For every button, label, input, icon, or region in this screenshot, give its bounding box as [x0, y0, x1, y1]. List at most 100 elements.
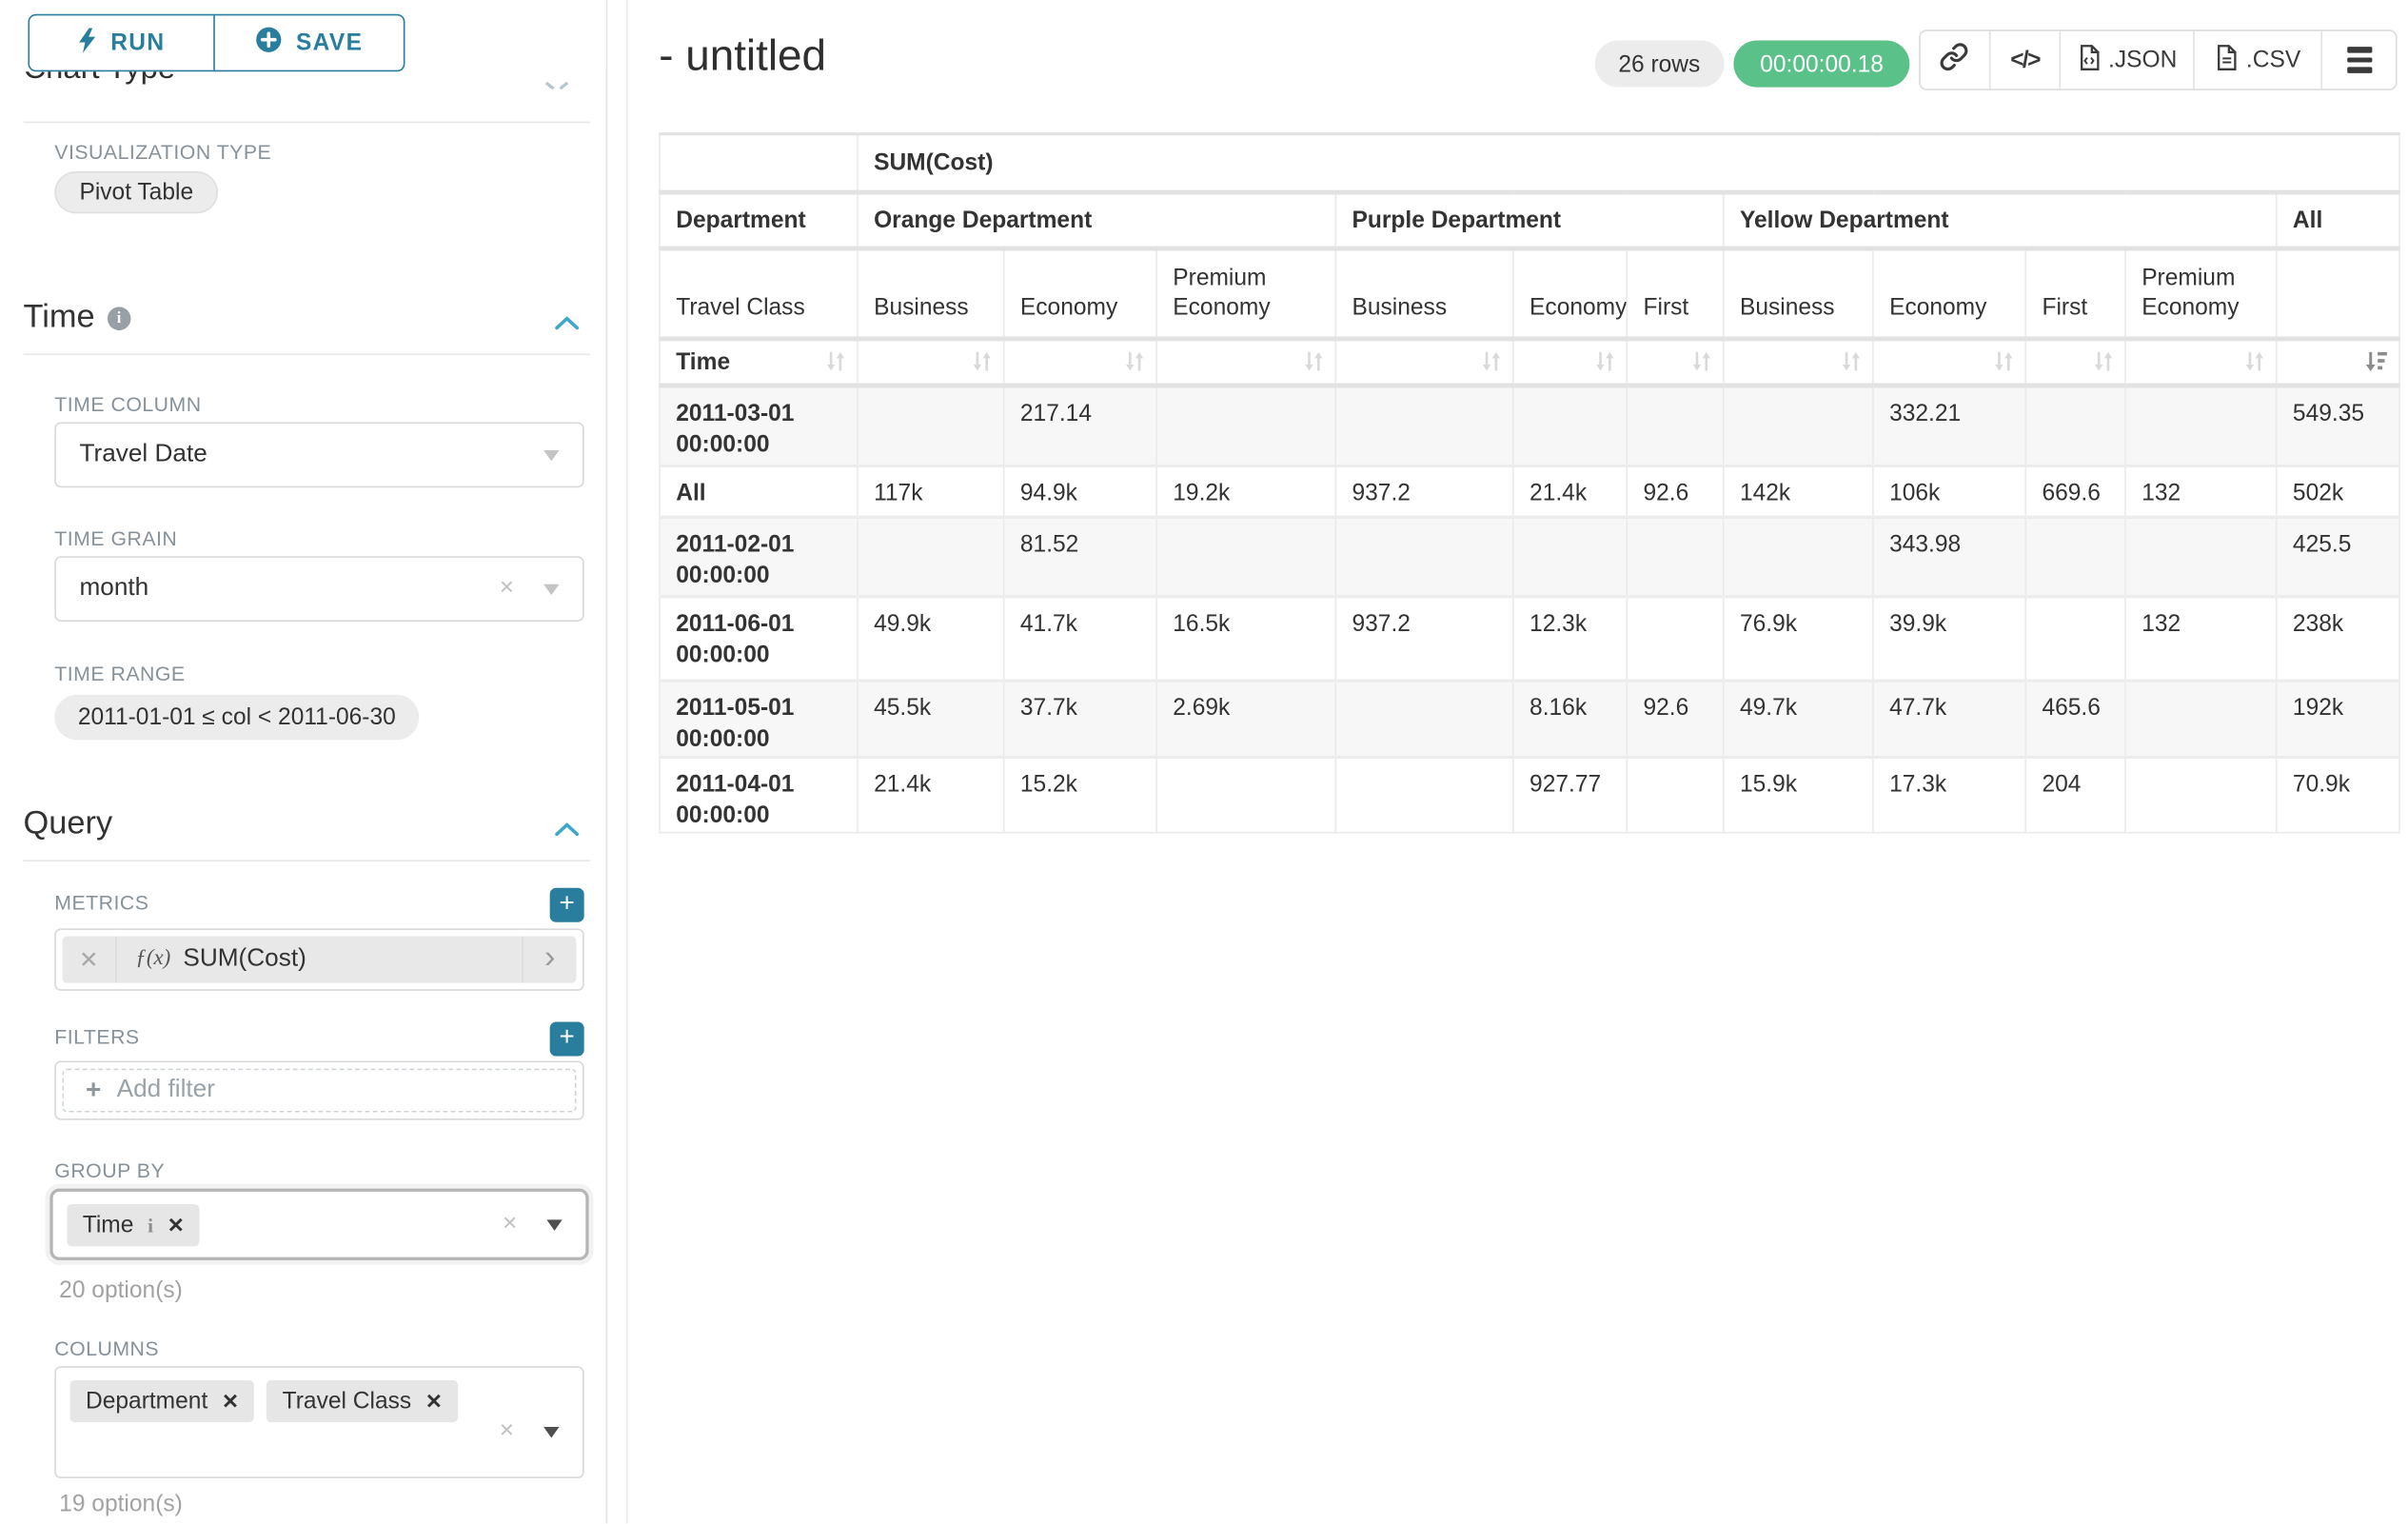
chart-title[interactable]: - untitled	[659, 30, 827, 80]
add-filter-button[interactable]: +	[549, 1021, 584, 1057]
sortable-column-header[interactable]	[2024, 337, 2126, 387]
bolt-icon	[78, 27, 97, 59]
save-button[interactable]: SAVE	[215, 15, 404, 69]
chevron-up-icon[interactable]	[555, 817, 580, 837]
row-count-badge: 26 rows	[1594, 40, 1724, 88]
selected-option-tag[interactable]: Travel Class ✕	[266, 1379, 459, 1423]
remove-metric-icon[interactable]: ✕	[78, 946, 99, 974]
time-grain-label: TIME GRAIN	[54, 526, 178, 550]
pivot-value-cell	[857, 515, 1005, 598]
pivot-value-cell	[1334, 755, 1514, 834]
run-button[interactable]: RUN	[30, 15, 215, 70]
sortable-column-header[interactable]	[1872, 337, 2027, 387]
time-range-label: TIME RANGE	[54, 662, 186, 686]
selected-option-tag[interactable]: Department ✕	[69, 1379, 255, 1423]
columns-select[interactable]: Department ✕ Travel Class ✕ ×	[54, 1366, 584, 1479]
sort-icon[interactable]	[825, 349, 845, 373]
view-query-button[interactable]: </>	[1988, 30, 2060, 89]
time-range-pill[interactable]: 2011-01-01 ≤ col < 2011-06-30	[54, 694, 420, 741]
sortable-column-header[interactable]	[2275, 337, 2400, 387]
pivot-value-cell: 76.9k	[1722, 595, 1874, 682]
export-toolbar: </> .JSON .CSV	[1919, 30, 2398, 90]
sortable-column-header[interactable]	[1722, 337, 1874, 387]
pivot-value-cell	[1334, 679, 1514, 759]
export-csv-button[interactable]: .CSV	[2192, 30, 2321, 89]
sortable-column-header[interactable]	[1002, 337, 1157, 387]
pivot-value-cell: 45.5k	[857, 679, 1005, 759]
sortable-column-header[interactable]	[857, 337, 1005, 387]
pivot-value-cell: 669.6	[2024, 464, 2126, 519]
sort-icon[interactable]	[1841, 349, 1861, 373]
travel-class-header: Business	[857, 247, 1005, 341]
pivot-value-cell	[1626, 383, 1725, 467]
department-dimension-label: Department	[659, 190, 859, 250]
sort-icon[interactable]	[1481, 349, 1501, 373]
sort-icon[interactable]	[1994, 349, 2014, 373]
time-column-label: TIME COLUMN	[54, 392, 202, 416]
sort-icon[interactable]	[2244, 349, 2264, 373]
pivot-value-cell: 81.52	[1002, 515, 1157, 598]
menu-button[interactable]	[2320, 30, 2396, 89]
csv-file-icon	[2215, 43, 2239, 77]
divider	[23, 121, 591, 124]
remove-tag-icon[interactable]: ✕	[221, 1388, 239, 1413]
clear-icon[interactable]: ×	[503, 1210, 518, 1237]
pivot-value-cell: 94.9k	[1002, 464, 1157, 519]
sortable-column-header[interactable]	[2124, 337, 2278, 387]
time-dimension-label[interactable]: Time	[659, 337, 859, 387]
group-by-label: GROUP BY	[54, 1158, 166, 1183]
pivot-value-cell	[1722, 383, 1874, 467]
pivot-value-cell: 117k	[857, 464, 1005, 519]
time-column-select[interactable]: Travel Date	[54, 422, 584, 488]
pivot-value-cell: 39.9k	[1872, 595, 2027, 682]
pivot-value-cell: 142k	[1722, 464, 1874, 519]
add-metric-button[interactable]: +	[549, 887, 584, 922]
time-grain-select[interactable]: month ×	[54, 556, 584, 622]
columns-label: COLUMNS	[54, 1336, 160, 1360]
remove-tag-icon[interactable]: ✕	[424, 1388, 443, 1413]
share-link-button[interactable]	[1921, 31, 1989, 89]
sortable-column-header[interactable]	[1155, 337, 1337, 387]
query-section-heading: Query	[24, 805, 113, 842]
pivot-value-cell: 937.2	[1334, 595, 1514, 682]
sort-icon[interactable]	[1595, 349, 1615, 373]
department-group-header: All	[2275, 190, 2400, 250]
add-filter-dropzone[interactable]: + Add filter	[62, 1068, 577, 1113]
pivot-value-cell: 12.3k	[1512, 595, 1628, 682]
csv-label: .CSV	[2245, 47, 2301, 73]
sort-icon[interactable]	[1691, 349, 1711, 373]
sort-icon[interactable]	[1304, 349, 1324, 373]
pivot-row-label: 2011-04-01 00:00:00	[659, 755, 859, 834]
sort-icon[interactable]	[2093, 349, 2113, 373]
pivot-table: SUM(Cost) Department Orange Department Purp…	[659, 132, 2400, 834]
group-by-select[interactable]: Time i ✕ ×	[49, 1188, 589, 1260]
pivot-value-cell: 204	[2024, 755, 2126, 834]
control-panel-sidebar: Chart Type RUN SAVE V	[0, 0, 608, 1524]
chevron-up-icon[interactable]	[555, 310, 580, 330]
chevron-down-icon	[543, 584, 560, 596]
pivot-value-cell	[857, 383, 1005, 467]
pivot-value-cell: 937.2	[1334, 464, 1514, 519]
pivot-row-label: 2011-02-01 00:00:00	[659, 515, 859, 598]
sortable-column-header[interactable]	[1626, 337, 1725, 387]
metric-pill[interactable]: ✕ ƒ(x) SUM(Cost) ›	[62, 936, 577, 983]
sort-desc-icon[interactable]	[2364, 349, 2388, 373]
sortable-column-header[interactable]	[1334, 337, 1514, 387]
info-icon: i	[107, 306, 131, 330]
chevron-right-icon[interactable]: ›	[543, 939, 556, 976]
selected-option-tag[interactable]: Time i ✕	[67, 1204, 200, 1247]
time-section-title: Time	[23, 299, 95, 335]
visualization-type-pill[interactable]: Pivot Table	[54, 171, 219, 214]
sortable-column-header[interactable]	[1512, 337, 1628, 387]
clear-icon[interactable]: ×	[499, 1416, 515, 1444]
sort-icon[interactable]	[1125, 349, 1145, 373]
pivot-value-cell: 132	[2124, 595, 2278, 682]
pivot-value-cell	[2024, 595, 2126, 682]
clear-icon[interactable]: ×	[499, 574, 515, 602]
export-json-button[interactable]: .JSON	[2060, 30, 2193, 89]
metric-name: SUM(Cost)	[183, 945, 306, 973]
pivot-value-cell: 192k	[2275, 679, 2400, 759]
sort-icon[interactable]	[972, 349, 992, 373]
pivot-value-cell: 19.2k	[1155, 464, 1337, 519]
remove-tag-icon[interactable]: ✕	[167, 1213, 185, 1237]
